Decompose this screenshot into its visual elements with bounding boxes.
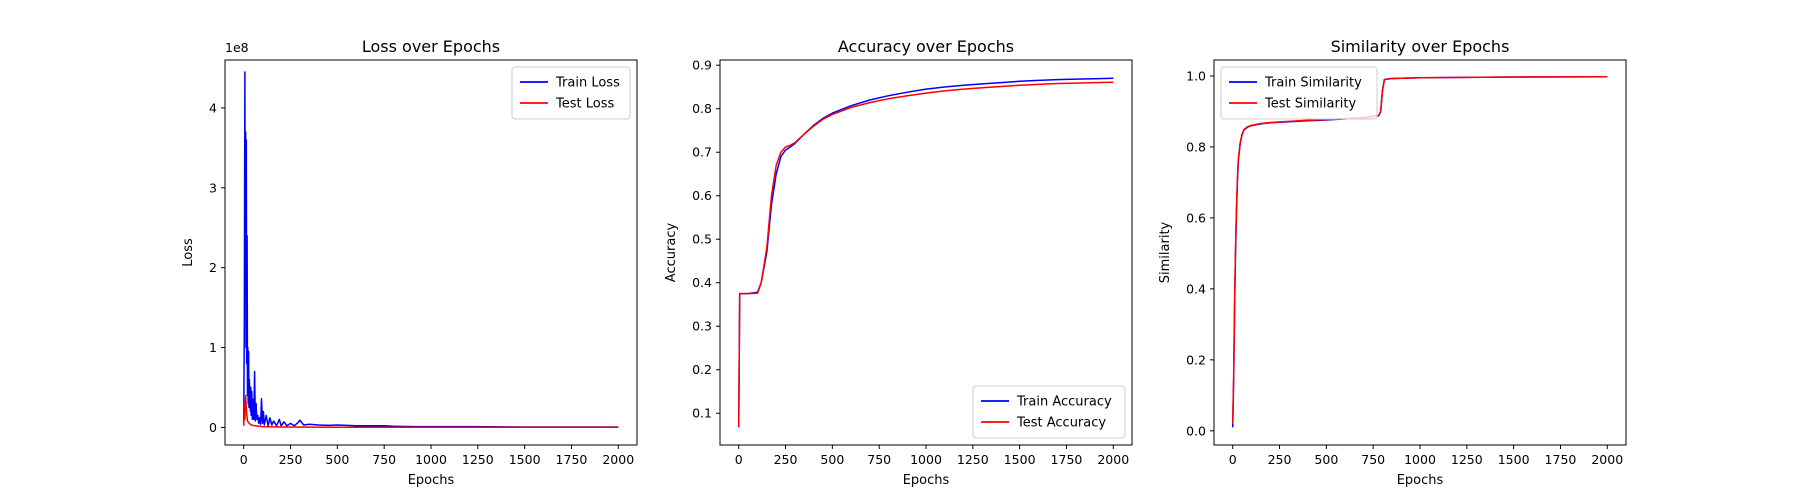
legend-entry: Train Loss [555, 76, 620, 91]
x-tick-label: 2000 [602, 452, 634, 467]
x-tick-label: 1750 [1545, 452, 1577, 467]
y-tick-label: 0.0 [1186, 423, 1206, 438]
x-tick-label: 0 [240, 452, 248, 467]
x-tick-label: 1250 [957, 452, 989, 467]
x-tick-label: 1250 [1451, 452, 1483, 467]
y-tick-label: 0.1 [692, 406, 712, 421]
y-tick-label: 0.8 [692, 101, 712, 116]
x-tick-label: 750 [1361, 452, 1385, 467]
legend-entry: Test Loss [555, 97, 614, 112]
x-tick-label: 250 [774, 452, 798, 467]
x-tick-label: 750 [372, 452, 396, 467]
x-tick-label: 0 [735, 452, 743, 467]
y-tick-label: 0.6 [1186, 210, 1206, 225]
y-axis-label: Loss [181, 238, 196, 267]
legend: Train Accuracy Test Accuracy [972, 385, 1126, 439]
legend-box [972, 385, 1126, 439]
legend-entry: Train Similarity [1264, 76, 1362, 91]
y-axis-label: Similarity [1158, 221, 1173, 283]
chart-title: Similarity over Epochs [1331, 37, 1510, 56]
series-line-train-loss [242, 71, 619, 428]
series-line-test-similarity [1231, 75, 1608, 424]
x-tick-label: 0 [1229, 452, 1237, 467]
x-tick-label: 750 [867, 452, 891, 467]
y-tick-label: 2 [209, 260, 217, 275]
legend-entry: Train Accuracy [1016, 395, 1112, 410]
x-tick-label: 2000 [1097, 452, 1129, 467]
legend: Train Loss Test Loss [511, 66, 631, 120]
y-tick-label: 4 [209, 100, 217, 115]
x-axis-label: Epochs [1397, 473, 1444, 488]
chart-title: Accuracy over Epochs [838, 37, 1014, 56]
y-tick-label: 0 [209, 420, 217, 435]
x-tick-label: 1000 [1404, 452, 1436, 467]
y-tick-label: 0.2 [1186, 352, 1206, 367]
x-tick-label: 1750 [1051, 452, 1083, 467]
y-tick-label: 0.5 [692, 232, 712, 247]
chart-title: Loss over Epochs [362, 37, 500, 56]
x-axis-label: Epochs [903, 473, 950, 488]
x-tick-label: 250 [279, 452, 303, 467]
y-tick-label: 0.4 [1186, 281, 1206, 296]
y-tick-label: 0.6 [692, 188, 712, 203]
y-tick-label: 0.8 [1186, 139, 1206, 154]
x-tick-label: 500 [325, 452, 349, 467]
y-tick-label: 0.2 [692, 362, 712, 377]
chart-panel-2: 0 250 500 750 1000 1250 1500 1750 2000 0.1 0.2 0.3 0… [664, 37, 1133, 488]
chart-panel-1: 0 250 500 750 1000 1250 1500 1750 2000 0 1 2 3 4 Loss … [181, 37, 638, 488]
x-tick-label: 500 [820, 452, 844, 467]
y-tick-label: 0.3 [692, 319, 712, 334]
chart-panel-3: 0 250 500 750 1000 1250 1500 1750 2000 0.0 0.2 0.4 0… [1158, 37, 1627, 488]
y-tick-label: 3 [209, 180, 217, 195]
x-tick-label: 1250 [462, 452, 494, 467]
x-tick-label: 1500 [1498, 452, 1530, 467]
y-tick-label: 1.0 [1186, 68, 1206, 83]
x-tick-label: 1500 [509, 452, 541, 467]
y-tick-label: 0.7 [692, 145, 712, 160]
x-axis-label: Epochs [408, 473, 455, 488]
x-tick-label: 1750 [556, 452, 588, 467]
y-tick-label: 0.9 [692, 58, 712, 73]
legend: Train Similarity Test Similarity [1220, 66, 1378, 120]
x-tick-label: 2000 [1591, 452, 1623, 467]
legend-box [511, 66, 631, 120]
y-scale-offset-label: 1e8 [225, 40, 249, 55]
x-tick-label: 500 [1314, 452, 1338, 467]
legend-entry: Test Similarity [1264, 97, 1357, 112]
y-tick-label: 1 [209, 340, 217, 355]
legend-box [1220, 66, 1378, 120]
series-line-test-loss [242, 394, 619, 429]
series-line-test-accuracy [737, 81, 1114, 428]
legend-entry: Test Accuracy [1016, 416, 1106, 431]
x-tick-label: 1500 [1004, 452, 1036, 467]
x-tick-label: 250 [1268, 452, 1292, 467]
y-tick-label: 0.4 [692, 275, 712, 290]
x-tick-label: 1000 [415, 452, 447, 467]
x-tick-label: 1000 [910, 452, 942, 467]
y-axis-label: Accuracy [664, 223, 679, 283]
